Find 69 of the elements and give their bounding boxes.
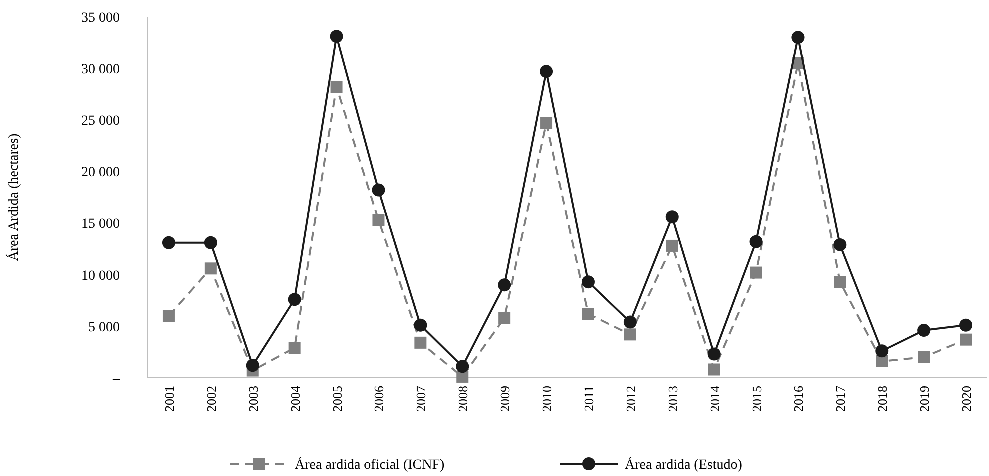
x-tick-label: 2006 [372, 386, 387, 412]
x-tick-label: 2012 [623, 386, 638, 412]
point [204, 236, 218, 250]
x-tick-label: 2020 [959, 386, 974, 412]
y-tick-label: – [112, 372, 121, 387]
point [624, 328, 636, 341]
point [834, 276, 846, 288]
point [708, 348, 721, 361]
point [582, 308, 594, 320]
point [288, 293, 302, 306]
y-tick-label: 20 000 [82, 166, 120, 181]
point [792, 31, 805, 44]
x-tick-label: 2010 [540, 386, 555, 412]
y-tick-label: 15 000 [82, 217, 120, 232]
point [834, 238, 847, 252]
point [960, 334, 972, 346]
point [708, 364, 720, 376]
point [498, 278, 512, 292]
y-tick-label: 30 000 [82, 62, 120, 78]
x-tick-label: 2016 [791, 386, 806, 412]
x-tick-label: 2009 [498, 386, 513, 412]
x-tick-label: 2018 [875, 386, 890, 412]
point [288, 342, 301, 354]
x-tick-label: 2014 [707, 386, 722, 412]
point [372, 214, 385, 226]
x-tick-label: 2013 [665, 386, 680, 412]
point [876, 344, 889, 358]
y-tick-label: 5 000 [88, 320, 120, 336]
point [750, 266, 762, 279]
point [624, 316, 637, 329]
point [540, 65, 554, 78]
point [162, 236, 176, 250]
x-tick-label: 2004 [288, 386, 303, 412]
point [918, 351, 930, 364]
x-tick-label: 2011 [581, 386, 596, 412]
x-tick-label: 2015 [749, 386, 764, 412]
point [414, 336, 427, 349]
x-tick-label: 2017 [833, 386, 848, 412]
point [204, 262, 217, 275]
point [750, 235, 763, 248]
point [246, 359, 260, 372]
point [540, 117, 553, 130]
x-tick-label: 2008 [456, 386, 471, 412]
x-tick-label: 2019 [917, 386, 932, 412]
x-tick-label: 2005 [330, 386, 345, 412]
point [456, 370, 469, 383]
point [330, 30, 344, 44]
y-tick-label: 25 000 [82, 114, 120, 130]
point [498, 312, 511, 324]
y-tick-label: 10 000 [82, 268, 120, 284]
point [918, 324, 931, 338]
x-tick-label: 2003 [246, 386, 261, 412]
point [456, 360, 470, 374]
y-tick-label: 35 000 [82, 10, 120, 26]
point [960, 318, 973, 332]
y-axis-title: Área Ardida (hectares) [5, 133, 22, 262]
point [582, 276, 595, 289]
point [372, 184, 386, 197]
legend-label: Área ardida oficial (ICNF) [295, 456, 445, 473]
legend-label: Área ardida (Estudo) [625, 456, 743, 473]
point [666, 210, 679, 224]
point [876, 355, 888, 368]
point [330, 81, 343, 94]
x-tick-label: 2007 [414, 386, 429, 412]
point [414, 318, 428, 332]
x-tick-label: 2002 [204, 386, 219, 412]
point [162, 310, 175, 322]
point [666, 240, 678, 252]
x-tick-label: 2001 [162, 386, 177, 412]
